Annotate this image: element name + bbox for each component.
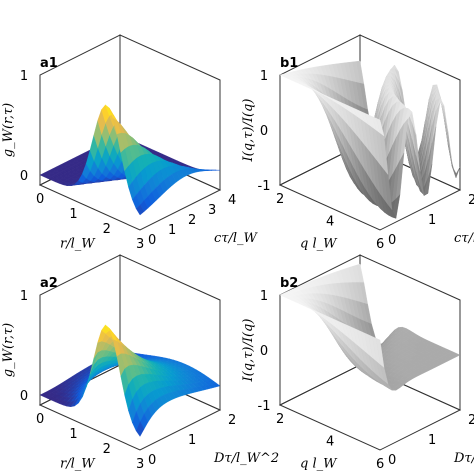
axis-ticks: 2 4 6 2 1 0 -1 0 1 bbox=[258, 289, 474, 472]
surface bbox=[279, 263, 461, 391]
axis-ticks: 2 4 6 2 1 0 -1 0 1 bbox=[258, 69, 474, 252]
z-tick-label: 1 bbox=[20, 289, 28, 304]
y-tick-label: 2 bbox=[468, 413, 474, 428]
surface-patch bbox=[135, 204, 145, 216]
x-axis-label: q l_W bbox=[300, 236, 338, 251]
panel-label: b1 bbox=[280, 56, 298, 71]
y-tick-label: 2 bbox=[468, 193, 474, 208]
surface bbox=[39, 104, 221, 216]
surface bbox=[279, 60, 461, 219]
x-tick-label: 3 bbox=[136, 237, 144, 252]
z-axis-label: I(q,τ)/I(q) bbox=[241, 319, 256, 383]
x-tick-label: 2 bbox=[103, 442, 111, 457]
x-tick-label: 4 bbox=[326, 435, 334, 450]
y-tick-label: 1 bbox=[168, 223, 176, 238]
x-tick-label: 1 bbox=[69, 207, 77, 222]
x-axis-label: r/l_W bbox=[60, 236, 96, 251]
y-tick-label: 3 bbox=[208, 203, 216, 218]
x-axis-label: r/l_W bbox=[60, 456, 96, 471]
y-axis-label: Dτ/l_W^2 bbox=[213, 451, 279, 466]
x-tick-label: 2 bbox=[276, 412, 284, 427]
z-axis-label: g_W(r,τ) bbox=[1, 323, 16, 377]
surface-patch bbox=[135, 421, 145, 437]
x-tick-label: 3 bbox=[136, 457, 144, 472]
z-tick-label: 0 bbox=[260, 344, 268, 359]
y-tick-label: 1 bbox=[428, 433, 436, 448]
surface bbox=[39, 324, 221, 437]
back-walls bbox=[38, 34, 222, 231]
y-tick-label: 1 bbox=[428, 213, 436, 228]
panel-label: a1 bbox=[40, 56, 58, 71]
back-walls bbox=[38, 254, 222, 451]
x-axis-label: q l_W bbox=[300, 456, 338, 471]
z-axis-label: g_W(r,τ) bbox=[1, 103, 16, 157]
y-tick-label: 2 bbox=[228, 413, 236, 428]
surface-patch bbox=[375, 117, 385, 137]
x-tick-label: 0 bbox=[36, 192, 44, 207]
surface-patch bbox=[375, 337, 385, 368]
z-tick-label: 0 bbox=[20, 389, 28, 404]
x-tick-label: 1 bbox=[69, 427, 77, 442]
y-tick-label: 1 bbox=[188, 433, 196, 448]
z-tick-label: -1 bbox=[258, 399, 271, 414]
floor bbox=[278, 364, 462, 451]
x-tick-label: 6 bbox=[376, 237, 384, 252]
z-tick-label: 0 bbox=[260, 124, 268, 139]
x-tick-label: 2 bbox=[276, 192, 284, 207]
z-tick-label: 1 bbox=[260, 69, 268, 84]
z-tick-label: 0 bbox=[20, 169, 28, 184]
y-axis-label: Dτ/l_W^2 bbox=[453, 451, 474, 466]
x-tick-label: 0 bbox=[36, 412, 44, 427]
panel-b1: 2 4 6 2 1 0 -1 0 1 q l_W cτ/l_W I(q,τ)/I(q) b1 bbox=[241, 34, 474, 252]
z-axis-label: I(q,τ)/I(q) bbox=[241, 99, 256, 163]
y-tick-label: 4 bbox=[228, 193, 236, 208]
z-tick-label: 1 bbox=[20, 69, 28, 84]
y-axis-label: cτ/l_W bbox=[454, 231, 474, 246]
y-tick-label: 2 bbox=[188, 213, 196, 228]
panel-label: a2 bbox=[40, 276, 58, 291]
floor bbox=[278, 144, 462, 231]
panel-b2: 2 4 6 2 1 0 -1 0 1 q l_W Dτ/l_W^2 I(q,τ)/I(q) b2 bbox=[241, 254, 474, 472]
y-axis-label: cτ/l_W bbox=[214, 231, 259, 246]
surface-patch bbox=[443, 110, 453, 163]
z-tick-label: 1 bbox=[260, 289, 268, 304]
panel-label: b2 bbox=[280, 276, 298, 291]
floor bbox=[38, 364, 222, 451]
y-tick-label: 0 bbox=[148, 233, 156, 248]
x-tick-label: 2 bbox=[103, 222, 111, 237]
x-tick-label: 6 bbox=[376, 457, 384, 472]
y-tick-label: 0 bbox=[388, 453, 396, 468]
y-tick-label: 0 bbox=[148, 453, 156, 468]
z-tick-label: -1 bbox=[258, 179, 271, 194]
y-tick-label: 0 bbox=[388, 233, 396, 248]
x-tick-label: 4 bbox=[326, 215, 334, 230]
